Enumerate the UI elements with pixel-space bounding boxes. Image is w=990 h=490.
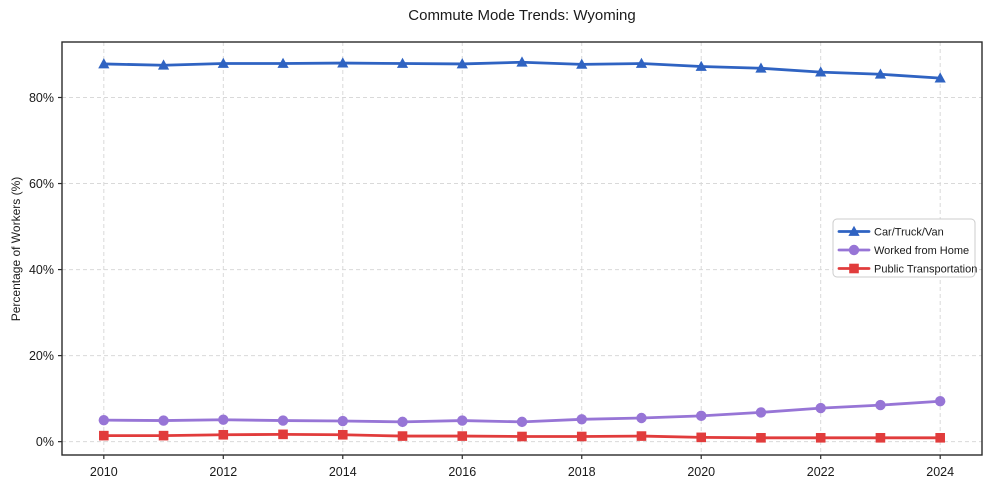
y-tick-label: 0% <box>36 435 54 449</box>
marker-public-transportation <box>278 429 288 440</box>
marker-car-truck-van <box>516 56 528 67</box>
legend-box <box>832 218 976 278</box>
marker-worked-from-home <box>397 416 408 428</box>
chart-title: Commute Mode Trends: Wyoming <box>408 7 636 24</box>
marker-worked-from-home <box>815 402 826 414</box>
marker-car-truck-van <box>934 72 946 83</box>
x-tick-label: 2012 <box>209 465 237 479</box>
x-tick-label: 2020 <box>687 465 715 479</box>
marker-car-truck-van <box>337 57 349 68</box>
marker-public-transportation <box>636 431 647 441</box>
marker-car-truck-van <box>157 59 170 70</box>
plot-border <box>61 41 983 456</box>
marker-worked-from-home <box>98 414 110 426</box>
marker-public-transportation <box>517 431 527 442</box>
legend-label: Public Transportation <box>874 264 977 276</box>
marker-car-truck-van <box>755 62 767 73</box>
x-tick-label: 2022 <box>807 465 835 479</box>
marker-public-transportation <box>576 431 587 442</box>
legend-marker-triangle <box>848 225 860 236</box>
x-tick-label: 2014 <box>329 465 357 479</box>
marker-worked-from-home <box>158 415 169 426</box>
marker-worked-from-home <box>636 412 647 424</box>
marker-public-transportation <box>756 432 766 443</box>
legend-marker-circle <box>848 244 860 256</box>
y-tick-label: 80% <box>29 91 54 105</box>
marker-public-transportation <box>337 429 348 440</box>
y-tick-label: 60% <box>29 177 54 191</box>
x-tick-label: 2016 <box>448 465 476 479</box>
marker-car-truck-van <box>576 58 588 69</box>
marker-worked-from-home <box>516 416 528 428</box>
marker-public-transportation <box>158 430 169 441</box>
marker-car-truck-van <box>815 66 827 77</box>
marker-public-transportation <box>815 432 826 443</box>
marker-car-truck-van <box>98 58 110 69</box>
x-tick-label: 2024 <box>926 465 954 479</box>
legend-label: Car/Truck/Van <box>874 227 944 239</box>
marker-worked-from-home <box>875 399 886 411</box>
marker-public-transportation <box>397 431 408 441</box>
marker-car-truck-van <box>874 68 887 79</box>
marker-worked-from-home <box>934 396 946 407</box>
y-tick-label: 40% <box>29 263 54 277</box>
legend-label: Worked from Home <box>874 245 969 257</box>
marker-public-transportation <box>457 431 468 441</box>
marker-car-truck-van <box>277 57 289 68</box>
marker-car-truck-van <box>217 57 229 68</box>
marker-worked-from-home <box>755 407 767 418</box>
marker-public-transportation <box>696 432 707 443</box>
marker-public-transportation <box>875 432 886 443</box>
marker-worked-from-home <box>218 414 229 425</box>
marker-worked-from-home <box>277 415 289 426</box>
y-tick-label: 20% <box>29 349 54 363</box>
marker-public-transportation <box>99 430 109 441</box>
x-tick-label: 2010 <box>90 465 118 479</box>
marker-public-transportation <box>218 429 229 440</box>
legend-marker-square <box>849 263 859 274</box>
marker-car-truck-van <box>456 58 468 69</box>
marker-worked-from-home <box>696 410 707 422</box>
marker-worked-from-home <box>457 415 468 426</box>
marker-public-transportation <box>935 432 945 443</box>
x-tick-label: 2018 <box>568 465 596 479</box>
marker-car-truck-van <box>396 57 409 68</box>
marker-car-truck-van <box>695 60 707 71</box>
marker-car-truck-van <box>635 57 648 68</box>
marker-worked-from-home <box>576 414 587 425</box>
marker-worked-from-home <box>337 415 348 427</box>
